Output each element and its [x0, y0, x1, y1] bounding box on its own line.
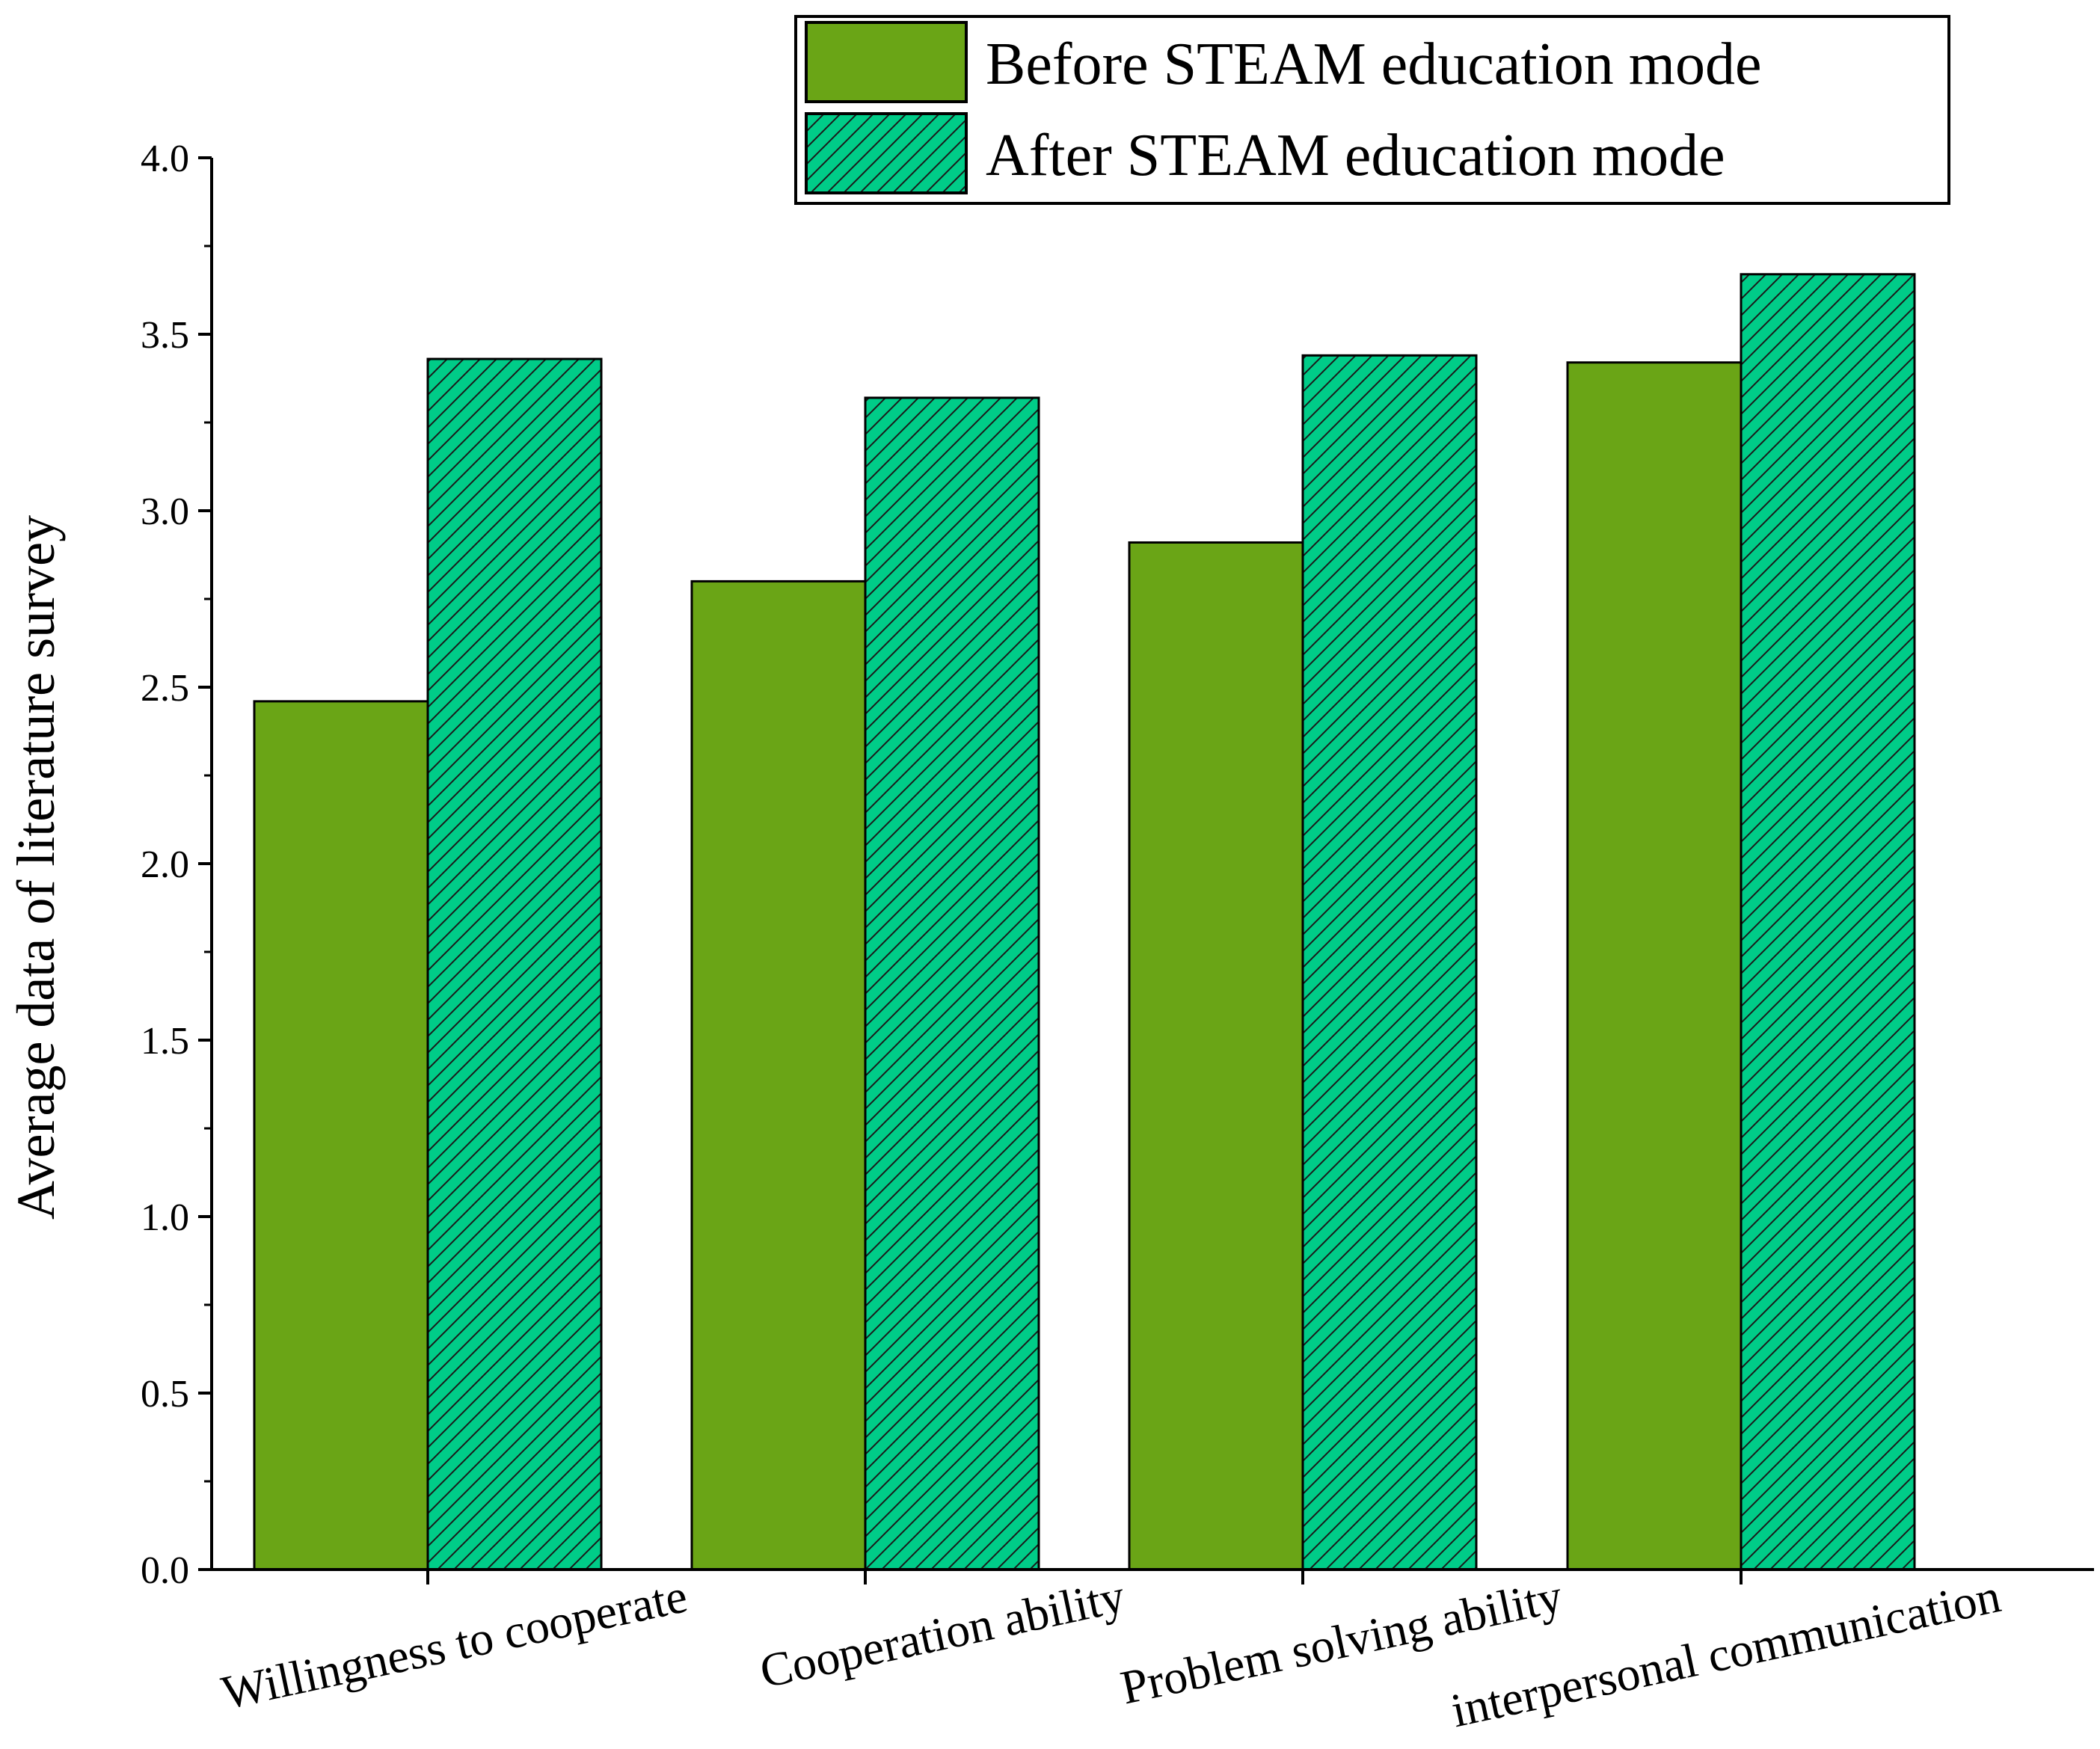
bar-after-3 [1301, 354, 1478, 1571]
bar-after-2 [864, 396, 1040, 1571]
y-tick-label: 0.5 [141, 1373, 189, 1416]
y-tick-label: 0.0 [141, 1549, 189, 1592]
legend-frame [794, 15, 1950, 205]
legend-swatch-after [805, 112, 968, 194]
legend-label-after: After STEAM education mode [986, 123, 1725, 188]
y-tick-label: 4.0 [141, 138, 189, 180]
bar-after-1 [426, 357, 603, 1571]
y-axis-ticks: 0.0 0.5 1.0 1.5 2.0 2.5 3.0 3.5 4.0 [141, 138, 212, 1592]
legend-swatch-before [805, 21, 968, 103]
bar-before-3 [1128, 541, 1304, 1571]
x-axis-labels: Willingness to cooperate Cooperation abil… [217, 1569, 2005, 1737]
legend-label-before: Before STEAM education mode [986, 31, 1762, 97]
bar-before-4 [1566, 361, 1743, 1571]
bar-after-4 [1740, 273, 1916, 1571]
y-tick-label: 3.0 [141, 491, 189, 533]
y-tick-label: 2.0 [141, 843, 189, 886]
axes [210, 158, 2094, 1584]
legend: Before STEAM education mode After STEAM … [794, 15, 1950, 205]
bars [253, 273, 1916, 1571]
y-tick-label: 1.0 [141, 1196, 189, 1239]
x-category-label: Cooperation ability [755, 1569, 1129, 1698]
bar-before-1 [253, 700, 429, 1571]
y-tick-label: 1.5 [141, 1020, 189, 1063]
bar-before-2 [690, 580, 867, 1571]
x-category-label: Willingness to cooperate [217, 1569, 692, 1719]
y-tick-label: 2.5 [141, 667, 189, 710]
y-tick-label: 3.5 [141, 314, 189, 357]
y-axis-title: Average data of literature survey [6, 515, 66, 1220]
